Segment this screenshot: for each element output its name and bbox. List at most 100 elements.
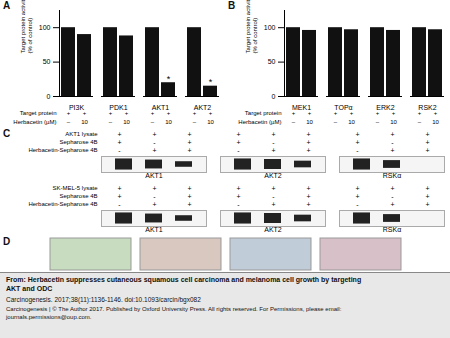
svg-text:+: + [355, 131, 359, 138]
svg-text:+: + [117, 139, 121, 146]
svg-text:+10: +10 [81, 110, 88, 124]
svg-text:+: + [152, 131, 156, 138]
svg-text:*: * [209, 77, 213, 87]
svg-text:+–: +– [193, 110, 197, 124]
svg-text:+: + [187, 131, 191, 138]
svg-text:+: + [236, 139, 240, 146]
svg-text:+10: +10 [306, 110, 313, 124]
svg-text:0: 0 [47, 93, 51, 100]
svg-text:50: 50 [43, 58, 51, 65]
svg-text:0: 0 [272, 93, 276, 100]
svg-text:100: 100 [39, 24, 51, 31]
svg-text:+: + [236, 193, 240, 200]
svg-text:50: 50 [268, 58, 276, 65]
svg-text:+: + [425, 147, 429, 154]
svg-text:+: + [187, 185, 191, 192]
svg-text:+: + [187, 193, 191, 200]
svg-text:+: + [236, 185, 240, 192]
svg-text:+: + [306, 139, 310, 146]
svg-text:-: - [237, 201, 240, 208]
svg-text:-: - [237, 147, 240, 154]
svg-text:+: + [236, 131, 240, 138]
svg-text:AKT2: AKT2 [264, 172, 282, 179]
svg-text:Target proteinHerbacetin (µM): Target proteinHerbacetin (µM) [238, 110, 281, 124]
svg-text:-: - [153, 139, 156, 146]
svg-text:+: + [390, 201, 394, 208]
svg-text:-: - [272, 193, 275, 200]
svg-text:-: - [391, 193, 394, 200]
svg-text:AKT1: AKT1 [145, 226, 163, 233]
svg-text:+: + [187, 201, 191, 208]
svg-text:+: + [271, 131, 275, 138]
svg-text:+: + [390, 147, 394, 154]
svg-text:AKT2: AKT2 [193, 104, 212, 112]
svg-text:+: + [390, 185, 394, 192]
svg-text:-: - [153, 193, 156, 200]
svg-text:+: + [117, 193, 121, 200]
svg-text:+: + [152, 201, 156, 208]
svg-text:Target protein activity(% of c: Target protein activity(% of control) [20, 0, 33, 54]
svg-text:+: + [187, 147, 191, 154]
svg-text:+–: +– [292, 110, 296, 124]
svg-text:+: + [306, 131, 310, 138]
svg-text:+: + [117, 185, 121, 192]
svg-text:AKT1: AKT1 [145, 172, 163, 179]
svg-text:-: - [356, 147, 359, 154]
svg-text:+–: +– [334, 110, 338, 124]
svg-text:-: - [118, 147, 121, 154]
svg-text:Sepharose 4B: Sepharose 4B [59, 139, 97, 145]
svg-text:+: + [306, 201, 310, 208]
svg-text:+: + [390, 131, 394, 138]
svg-text:+: + [306, 193, 310, 200]
svg-text:+: + [187, 139, 191, 146]
svg-text:Herbacetin-Sepharose 4B: Herbacetin-Sepharose 4B [28, 147, 97, 153]
svg-text:Target protein activity(% of c: Target protein activity(% of control) [245, 0, 258, 54]
svg-text:+10: +10 [390, 110, 397, 124]
svg-text:PI3K: PI3K [68, 104, 85, 112]
svg-text:+: + [152, 185, 156, 192]
svg-text:+–: +– [376, 110, 380, 124]
svg-text:+: + [355, 185, 359, 192]
svg-text:MEK1: MEK1 [292, 104, 311, 112]
svg-text:+: + [425, 131, 429, 138]
svg-text:AKT1: AKT1 [151, 104, 170, 112]
svg-text:RSKα: RSKα [383, 172, 401, 179]
svg-text:Target proteinHerbacetin (µM): Target proteinHerbacetin (µM) [13, 110, 56, 124]
svg-text:+: + [117, 131, 121, 138]
svg-text:Herbacetin-Sepharose 4B: Herbacetin-Sepharose 4B [28, 201, 97, 207]
svg-text:+: + [425, 139, 429, 146]
svg-text:+: + [271, 201, 275, 208]
svg-text:+10: +10 [348, 110, 355, 124]
svg-text:-: - [272, 139, 275, 146]
svg-text:+–: +– [418, 110, 422, 124]
svg-text:+: + [152, 147, 156, 154]
svg-text:+: + [425, 193, 429, 200]
html-text:A: A [3, 0, 11, 11]
svg-text:+: + [306, 147, 310, 154]
svg-text:+: + [271, 147, 275, 154]
svg-text:PDK1: PDK1 [109, 104, 128, 112]
svg-text:+10: +10 [207, 110, 214, 124]
svg-text:Sepharose 4B: Sepharose 4B [59, 193, 97, 199]
svg-text:AKT1 lysate: AKT1 lysate [65, 131, 98, 137]
svg-text:+: + [306, 185, 310, 192]
svg-text:+: + [425, 201, 429, 208]
svg-text:*: * [167, 74, 171, 84]
svg-text:+: + [271, 185, 275, 192]
svg-text:+–: +– [151, 110, 155, 124]
svg-text:+: + [355, 193, 359, 200]
svg-text:-: - [391, 139, 394, 146]
svg-text:+10: +10 [432, 110, 439, 124]
svg-text:100: 100 [264, 24, 276, 31]
svg-text:SK-MEL-5 lysate: SK-MEL-5 lysate [52, 185, 98, 191]
svg-text:AKT2: AKT2 [264, 226, 282, 233]
svg-text:+: + [425, 185, 429, 192]
svg-text:+10: +10 [123, 110, 130, 124]
svg-text:RSKα: RSKα [383, 226, 401, 233]
svg-text:+–: +– [109, 110, 113, 124]
svg-text:+–: +– [67, 110, 71, 124]
svg-text:+10: +10 [165, 110, 172, 124]
svg-text:+: + [355, 139, 359, 146]
svg-text:-: - [356, 201, 359, 208]
svg-text:-: - [118, 201, 121, 208]
